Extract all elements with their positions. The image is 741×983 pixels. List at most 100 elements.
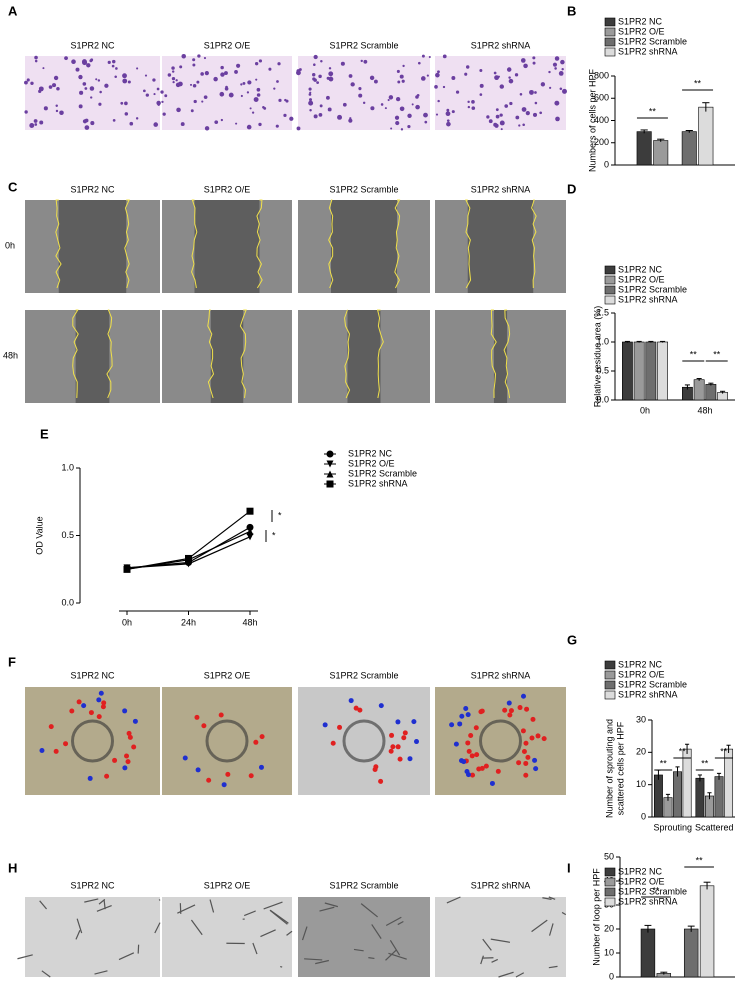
cell	[506, 67, 512, 72]
scattered-cell	[461, 759, 467, 765]
cell	[111, 64, 115, 68]
tube-segment	[118, 952, 135, 961]
cell	[201, 100, 204, 103]
cell	[497, 75, 500, 78]
cell	[192, 83, 197, 88]
cell	[380, 103, 384, 106]
tube-segment	[319, 906, 335, 912]
sprouting-cell	[523, 740, 529, 746]
cell	[499, 113, 503, 117]
error-bar	[660, 971, 668, 975]
sprouting-cell	[402, 730, 408, 736]
cell	[228, 92, 234, 98]
wound-edge	[376, 309, 384, 399]
error-bar	[708, 382, 714, 386]
spheroid	[71, 719, 114, 763]
wound-edge	[465, 199, 472, 289]
cell	[224, 86, 229, 91]
error-bar	[697, 774, 703, 782]
tube-segment	[209, 899, 215, 913]
cell	[240, 94, 243, 98]
wound-area	[194, 200, 260, 293]
bar	[653, 140, 669, 166]
cell	[254, 61, 259, 66]
cell	[114, 75, 117, 79]
marker	[246, 533, 254, 541]
cell	[442, 54, 447, 59]
scattered-cell	[395, 719, 401, 725]
cell	[104, 83, 109, 88]
cell	[276, 80, 279, 83]
scattered-cell	[506, 700, 512, 706]
column-label: S1PR2 O/E	[204, 670, 251, 680]
cell	[277, 62, 281, 66]
cell	[435, 72, 440, 78]
cell	[493, 122, 498, 127]
cell	[313, 63, 316, 66]
tube-segment	[388, 952, 407, 960]
sprouting-cell	[466, 748, 472, 754]
cell	[493, 71, 497, 75]
marker	[246, 523, 254, 531]
sprouting-cell	[479, 708, 485, 714]
cell	[552, 62, 558, 67]
cell	[455, 90, 460, 94]
cell	[97, 79, 101, 82]
cell	[164, 94, 168, 98]
sprouting-cell	[502, 707, 508, 713]
bar	[714, 776, 724, 818]
cell	[446, 119, 450, 122]
cell	[240, 83, 243, 86]
legend-label: S1PR2 O/E	[618, 876, 665, 886]
cell	[34, 123, 38, 126]
panel-letter: A	[8, 3, 18, 18]
error-bar	[696, 378, 702, 381]
cell	[358, 87, 362, 91]
cell	[30, 81, 34, 86]
sprouting-cell	[473, 725, 479, 731]
column-label: S1PR2 NC	[70, 184, 115, 194]
tube-segment	[17, 954, 33, 960]
legend-label: S1PR2 shRNA	[618, 689, 678, 699]
tube-segment	[548, 896, 556, 900]
cell	[289, 116, 294, 121]
error-bar	[644, 924, 652, 933]
micrograph	[25, 897, 160, 977]
bar	[683, 928, 699, 978]
marker	[326, 480, 334, 488]
legend-swatch	[604, 27, 616, 37]
x-tick-label: 24h	[181, 617, 196, 627]
bar	[633, 341, 645, 401]
tube-segment	[385, 916, 402, 927]
cell	[167, 73, 172, 77]
cell	[55, 109, 59, 113]
cell	[29, 123, 35, 128]
cell	[514, 73, 519, 77]
cell	[71, 59, 76, 65]
y-axis-label: OD Value	[34, 516, 44, 554]
cell	[402, 64, 405, 68]
cell	[309, 91, 312, 94]
sprouting-cell	[479, 765, 485, 771]
cell	[153, 93, 156, 96]
cell	[397, 80, 401, 84]
cell	[561, 67, 564, 71]
panel-letter: I	[567, 860, 571, 875]
cell	[79, 90, 84, 95]
sprouting-cell	[401, 735, 407, 741]
tube-segment	[353, 948, 364, 952]
sprouting-cell	[523, 772, 529, 778]
y-tick-label: 600	[594, 93, 609, 103]
scattered-cell	[466, 772, 472, 778]
legend-swatch	[604, 887, 616, 897]
cell	[160, 90, 164, 94]
cell	[196, 80, 200, 84]
error-bar	[702, 102, 710, 112]
sprouting-cell	[353, 705, 359, 711]
cell	[124, 112, 129, 116]
cell	[39, 120, 44, 125]
wound-edge	[328, 199, 334, 289]
row-label: 0h	[5, 240, 15, 250]
cell	[236, 63, 241, 68]
cell	[162, 112, 166, 116]
